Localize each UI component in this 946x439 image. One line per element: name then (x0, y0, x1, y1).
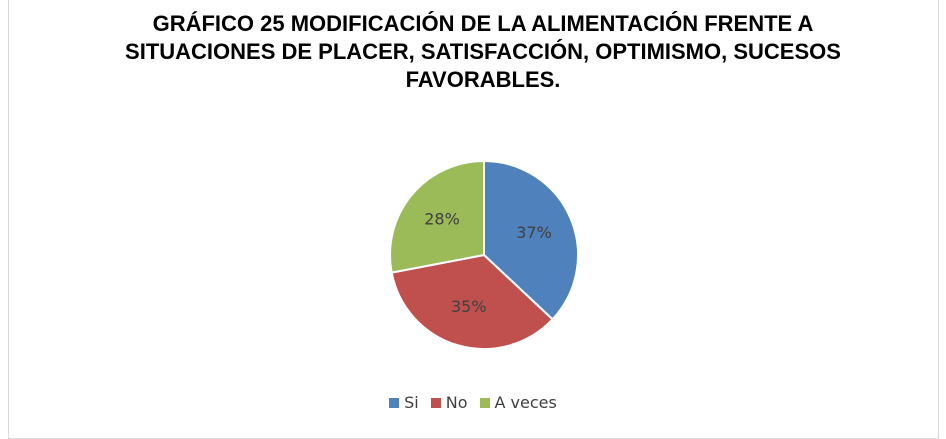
legend-label: No (445, 393, 468, 412)
pie-slice (390, 253, 554, 350)
legend-swatch (430, 398, 441, 408)
legend-item: No (430, 393, 468, 412)
legend-swatch (479, 398, 490, 408)
data-label: 35% (451, 297, 487, 316)
data-label: 37% (516, 223, 552, 242)
legend-swatch (389, 398, 400, 408)
data-label: 28% (424, 210, 460, 229)
legend-label: A veces (494, 393, 557, 412)
pie-slice (483, 159, 579, 321)
legend-item: Si (389, 393, 419, 412)
legend-item: A veces (479, 393, 557, 412)
legend: Si No A veces (0, 393, 946, 412)
legend-label: Si (404, 393, 419, 412)
pie-slice (389, 159, 485, 274)
chart-title: GRÁFICO 25 MODIFICACIÓN DE LA ALIMENTACI… (125, 11, 841, 92)
